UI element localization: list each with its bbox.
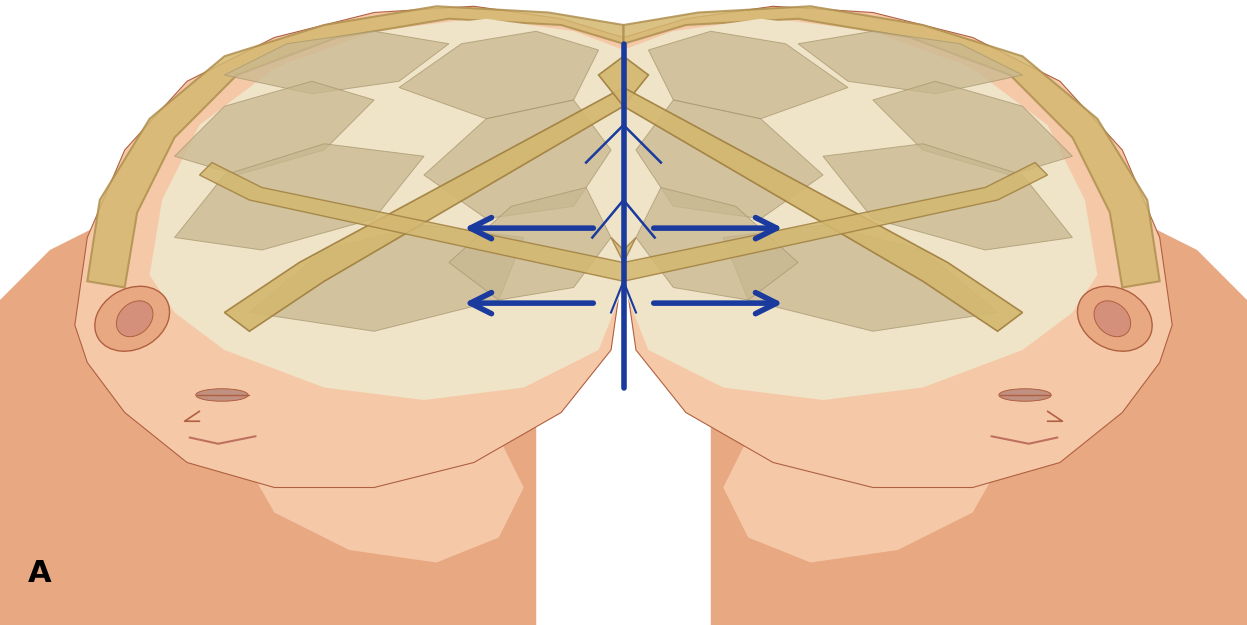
- Polygon shape: [249, 438, 524, 562]
- Ellipse shape: [95, 286, 170, 351]
- Ellipse shape: [999, 389, 1051, 401]
- Polygon shape: [599, 56, 1023, 331]
- Polygon shape: [798, 31, 1023, 94]
- Polygon shape: [611, 162, 1047, 281]
- Polygon shape: [87, 6, 624, 288]
- Polygon shape: [648, 31, 848, 119]
- Polygon shape: [873, 81, 1072, 175]
- Polygon shape: [723, 225, 998, 331]
- Ellipse shape: [1094, 301, 1131, 337]
- Ellipse shape: [1077, 286, 1152, 351]
- Polygon shape: [823, 144, 1072, 250]
- Polygon shape: [399, 31, 599, 119]
- Polygon shape: [449, 188, 611, 300]
- Polygon shape: [150, 19, 624, 400]
- Polygon shape: [624, 19, 1097, 400]
- Ellipse shape: [196, 389, 248, 401]
- Polygon shape: [175, 81, 374, 175]
- Polygon shape: [224, 31, 449, 94]
- Polygon shape: [424, 100, 611, 219]
- Polygon shape: [636, 100, 823, 219]
- Polygon shape: [711, 200, 1247, 625]
- Text: A: A: [27, 559, 51, 588]
- Polygon shape: [624, 6, 1172, 488]
- Polygon shape: [624, 19, 1085, 394]
- Polygon shape: [723, 438, 998, 562]
- Polygon shape: [624, 6, 1160, 288]
- Ellipse shape: [116, 301, 153, 337]
- Polygon shape: [175, 144, 424, 250]
- Polygon shape: [249, 225, 524, 331]
- Polygon shape: [224, 56, 648, 331]
- Polygon shape: [636, 188, 798, 300]
- Polygon shape: [162, 19, 624, 394]
- Polygon shape: [0, 200, 536, 625]
- Polygon shape: [200, 162, 636, 281]
- Polygon shape: [75, 6, 624, 488]
